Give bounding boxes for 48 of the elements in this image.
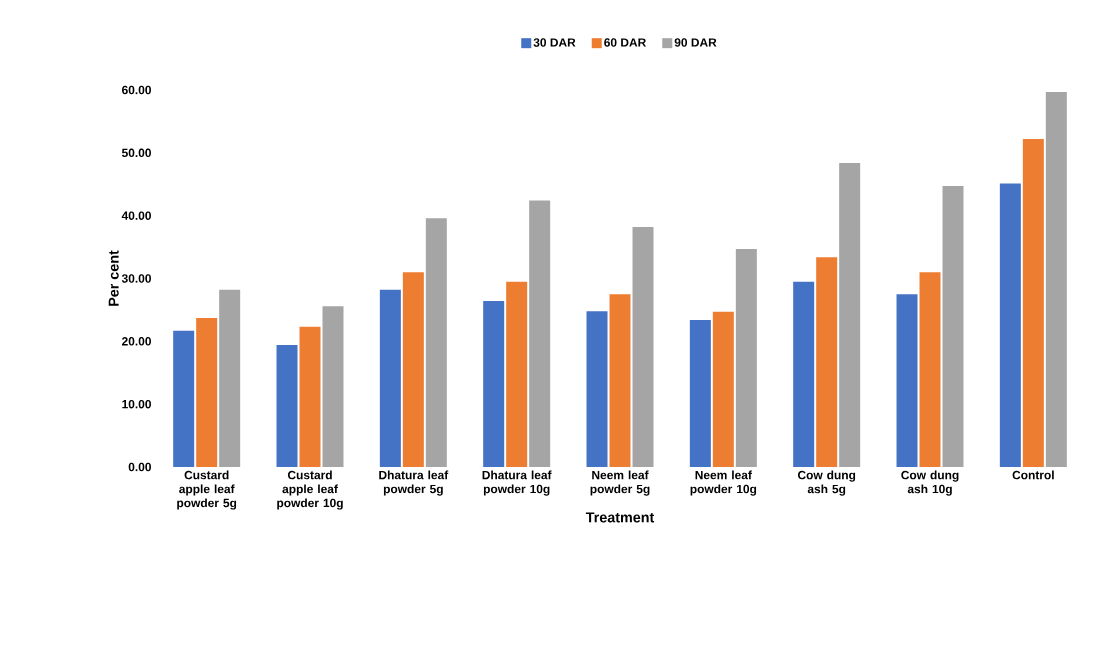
bar — [919, 272, 941, 467]
bar — [816, 257, 838, 467]
y-tick-label: 10.00 — [122, 399, 151, 409]
bar — [735, 248, 757, 467]
bar — [506, 281, 528, 467]
bar — [839, 162, 861, 467]
bar — [299, 326, 321, 467]
x-tick-label: Neem leaf powder 10g — [690, 470, 757, 496]
x-tick-label: Custard apple leaf powder 10g — [277, 470, 343, 510]
bar — [379, 289, 401, 467]
x-tick-label: Cow dung ash 10g — [901, 470, 959, 496]
bar — [609, 294, 631, 467]
bar — [402, 272, 424, 467]
bar — [999, 183, 1021, 467]
y-tick-label: 20.00 — [122, 337, 151, 346]
bar — [173, 330, 195, 467]
y-tick-label: 30.00 — [121, 274, 151, 283]
y-tick-label: 40.00 — [121, 211, 151, 220]
x-tick-label: Custard apple leaf powder 5g — [177, 470, 237, 510]
bar — [1045, 91, 1067, 467]
bar — [1022, 139, 1044, 467]
bar — [942, 186, 964, 467]
bar — [689, 319, 711, 467]
y-tick-label: 50.00 — [121, 148, 151, 158]
x-tick-label: Control — [1012, 470, 1054, 480]
bar — [322, 306, 344, 467]
bar — [712, 311, 734, 467]
bar — [586, 311, 608, 467]
x-tick-label: Dhatura leaf powder 10g — [482, 470, 552, 496]
x-tick-label: Cow dung ash 5g — [797, 470, 856, 496]
y-axis-title: Per cent — [108, 250, 119, 306]
y-tick-label: 0.00 — [128, 462, 151, 472]
bar — [529, 200, 551, 467]
legend-label: 30 DAR — [533, 38, 576, 47]
legend-label: 90 DAR — [674, 38, 717, 47]
bar — [632, 226, 654, 467]
bar — [425, 218, 447, 467]
bar — [196, 318, 218, 467]
bar — [483, 301, 505, 467]
legend-label: 60 DAR — [604, 38, 647, 47]
bar — [793, 281, 815, 467]
x-tick-label: Dhatura leaf powder 5g — [379, 470, 449, 496]
x-axis-title: Treatment — [585, 512, 655, 523]
x-tick-label: Neem leaf powder 5g — [590, 470, 650, 496]
bar — [896, 294, 918, 467]
bar — [219, 289, 241, 467]
bar — [276, 345, 298, 467]
y-tick-label: 60.00 — [122, 85, 151, 95]
